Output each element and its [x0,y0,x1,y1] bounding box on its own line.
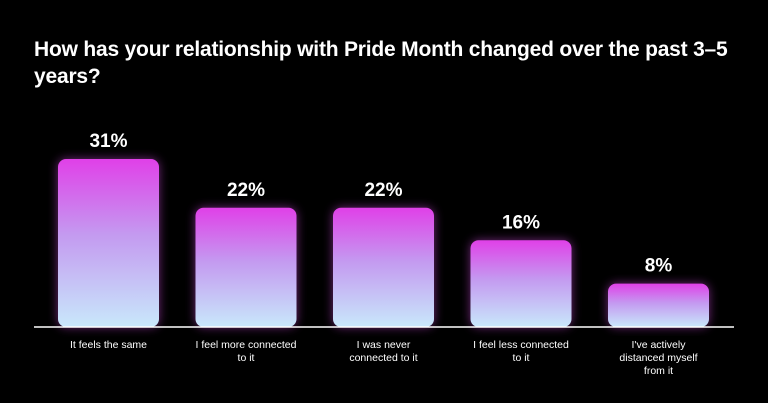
category-label: It feels the same [70,339,147,351]
category-label: I feel more connected to it [196,339,297,364]
category-label: I was never connected to it [349,339,417,364]
value-label: 16% [502,212,540,233]
category-label: I feel less connected to it [473,339,569,364]
bar [470,240,572,327]
bar [58,159,159,327]
chart-title: How has your relationship with Pride Mon… [34,38,728,88]
bar [608,283,709,327]
value-label: 8% [645,256,673,277]
category-label: I've actively distanced myself from it [619,339,697,377]
value-label: 22% [364,180,402,201]
bar [333,207,434,327]
bar [195,207,297,327]
value-label: 22% [227,180,265,201]
value-label: 31% [89,131,127,152]
